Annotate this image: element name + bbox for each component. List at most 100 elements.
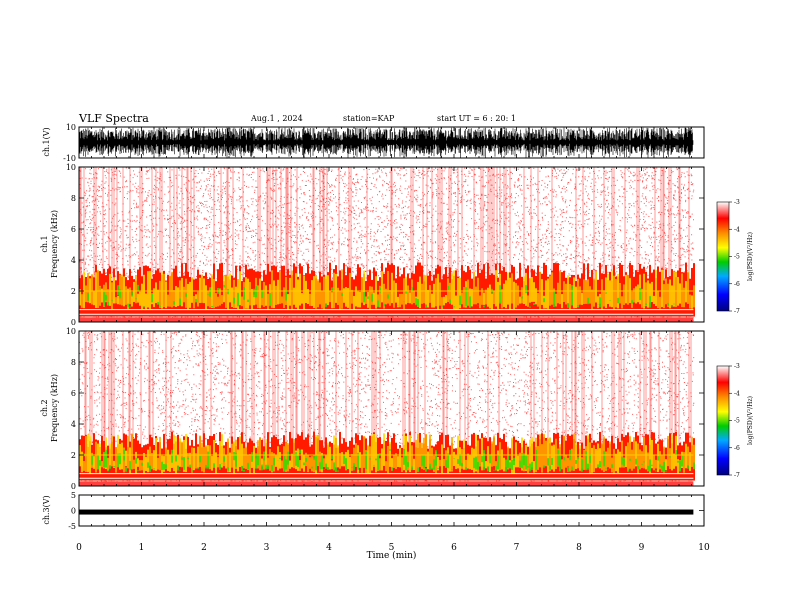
ch2-band-yellow bbox=[445, 450, 447, 467]
ch2-band-column bbox=[385, 440, 387, 481]
ch1-band-column bbox=[443, 274, 445, 317]
ch2-band-green bbox=[527, 466, 529, 468]
ch1-band-yellow bbox=[327, 275, 329, 306]
ch1-band-yellow bbox=[563, 281, 565, 303]
ch2-band-yellow bbox=[639, 449, 641, 470]
ch1-band-yellow bbox=[339, 291, 341, 310]
ch2-band-green bbox=[391, 467, 393, 471]
ch1-band-yellow bbox=[293, 287, 295, 305]
ch2-band-green bbox=[279, 457, 281, 459]
ch2-band-yellow bbox=[381, 448, 383, 471]
ch1-impulse-streaks bbox=[79, 167, 690, 322]
ch2-band-yellow bbox=[405, 435, 407, 473]
ch1-band-yellow bbox=[593, 278, 595, 307]
ch2-band-yellow bbox=[217, 457, 219, 468]
ch1-waveform-ylabel: ch.1(V) bbox=[42, 127, 51, 156]
ch2-band-yellow bbox=[307, 454, 309, 473]
ch1-band-green bbox=[417, 299, 419, 307]
panel-2-x-ticks bbox=[78, 167, 705, 322]
ch1-band-yellow bbox=[329, 290, 331, 303]
ch1-band-yellow bbox=[475, 286, 477, 305]
ch2-band-yellow bbox=[285, 442, 287, 472]
ch2-band-green bbox=[191, 470, 193, 472]
ch1-band-yellow bbox=[375, 276, 377, 309]
ch2-band-yellow bbox=[323, 458, 325, 468]
ch1-spectrogram-y-tick-label: 6 bbox=[71, 225, 76, 234]
ch2-band-yellow bbox=[129, 447, 131, 474]
ch2-band-green bbox=[663, 461, 665, 472]
ch1-band-green bbox=[243, 287, 245, 300]
ch2-band-yellow bbox=[237, 449, 239, 472]
panel-3-x-ticks bbox=[78, 331, 705, 486]
ch1-band-yellow bbox=[141, 283, 143, 309]
ch1-band-yellow bbox=[291, 270, 293, 310]
ch2-band-green bbox=[283, 455, 285, 472]
ch2-band-green bbox=[299, 449, 301, 454]
ch3-waveform-y-ticks bbox=[79, 494, 704, 527]
ch1-band-green bbox=[645, 303, 647, 305]
ch2-band-yellow bbox=[329, 446, 331, 470]
ch2-bottom-band bbox=[79, 481, 694, 486]
ch1-band-green bbox=[447, 285, 449, 290]
ch2-band-yellow bbox=[279, 452, 281, 469]
ch1-band-yellow bbox=[231, 287, 233, 308]
ch1-band-yellow bbox=[489, 284, 491, 309]
ch2-impulse-streaks bbox=[84, 331, 692, 486]
ch2-band-yellow bbox=[441, 444, 443, 473]
ch2-band-yellow bbox=[479, 454, 481, 467]
ch2-band-yellow bbox=[393, 454, 395, 468]
ch1-band-green bbox=[377, 300, 379, 307]
ch2-band-yellow bbox=[99, 443, 101, 474]
ch2-band-yellow bbox=[315, 434, 317, 474]
ch2-band-yellow bbox=[467, 453, 469, 469]
ch1-band-yellow bbox=[479, 295, 481, 309]
ch1-band-yellow bbox=[645, 282, 647, 307]
ch2-band-yellow bbox=[671, 434, 673, 471]
ch2-band-green bbox=[91, 454, 93, 465]
ch2-band-yellow bbox=[469, 455, 471, 470]
ch2-band-yellow bbox=[187, 452, 189, 467]
ch2-band-yellow bbox=[631, 449, 633, 471]
ch2-band-green bbox=[379, 453, 381, 456]
ch2-band-yellow bbox=[577, 457, 579, 469]
ch2-band-yellow bbox=[225, 454, 227, 469]
ch2-band-green bbox=[377, 453, 379, 471]
header-start-ut: start UT = 6 : 20: 1 bbox=[437, 114, 516, 123]
ch1-band-yellow bbox=[263, 282, 265, 307]
ch2-band-green bbox=[489, 454, 491, 464]
ch1-band-column bbox=[599, 262, 601, 317]
ch2-band-yellow bbox=[203, 446, 205, 473]
ch2-band-green bbox=[457, 459, 459, 464]
ch2-band-green bbox=[407, 462, 409, 467]
ch1-band-yellow bbox=[443, 296, 445, 306]
x-tick-label: 6 bbox=[451, 543, 457, 553]
ch2-band-green bbox=[303, 462, 305, 466]
ch2-band-green bbox=[375, 458, 377, 461]
ch2-band-yellow bbox=[185, 433, 187, 473]
ch1-band-yellow bbox=[353, 295, 355, 310]
ch2-spectrogram-y-tick-label: 4 bbox=[71, 420, 76, 429]
ch1-colorbar-tick-label: -6 bbox=[734, 281, 740, 288]
ch1-band-yellow bbox=[359, 292, 361, 308]
ch1-band-yellow bbox=[545, 280, 547, 309]
ch1-band-yellow bbox=[357, 291, 359, 308]
ch2-band-green bbox=[423, 455, 425, 469]
figure-title: VLF Spectra bbox=[79, 112, 149, 125]
ch1-band-green bbox=[567, 303, 569, 308]
ch2-band-green bbox=[547, 458, 549, 466]
ch1-band-yellow bbox=[407, 285, 409, 303]
ch1-band-yellow bbox=[559, 271, 561, 305]
ch2-band-green bbox=[431, 467, 433, 470]
ch2-band-green bbox=[267, 464, 269, 469]
ch1-band-yellow bbox=[111, 282, 113, 310]
ch2-band-yellow bbox=[363, 436, 365, 468]
ch1-band-green bbox=[253, 288, 255, 298]
ch2-band-yellow bbox=[319, 451, 321, 472]
ch2-band-green bbox=[177, 465, 179, 471]
ch2-band-yellow bbox=[291, 453, 293, 468]
ch2-band-yellow bbox=[685, 443, 687, 469]
ch2-band-yellow bbox=[655, 459, 657, 469]
ch2-band-green bbox=[629, 458, 631, 461]
ch1-band-yellow bbox=[505, 280, 507, 309]
ch1-band-green bbox=[269, 292, 271, 307]
